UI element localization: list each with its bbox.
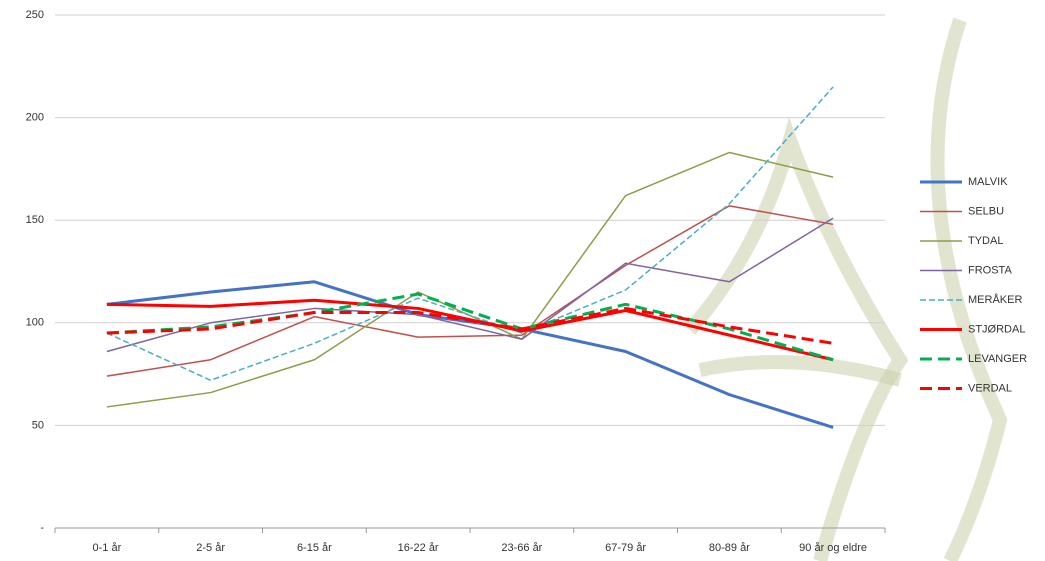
legend-label: VERDAL xyxy=(968,382,1012,394)
legend-label: TYDAL xyxy=(968,235,1003,247)
x-tick-label: 16-22 år xyxy=(398,542,439,554)
background-decoration xyxy=(684,17,1008,561)
legend-label: STJØRDAL xyxy=(968,323,1025,335)
x-tick-label: 0-1 år xyxy=(93,542,122,554)
series-line xyxy=(106,298,834,362)
y-tick-label: - xyxy=(40,522,44,534)
x-tick-label: 6-15 år xyxy=(297,542,332,554)
y-tick-label: 50 xyxy=(32,419,44,431)
y-tick-label: 100 xyxy=(26,317,44,329)
y-tick-label: 250 xyxy=(26,9,44,21)
x-tick-label: 2-5 år xyxy=(196,542,225,554)
series-line xyxy=(106,292,834,362)
series-line xyxy=(106,306,834,345)
series-line xyxy=(106,205,834,377)
x-tick-label: 23-66 år xyxy=(501,542,542,554)
legend-label: MALVIK xyxy=(968,176,1008,188)
series-line xyxy=(106,280,834,429)
y-tick-label: 200 xyxy=(26,112,44,124)
series-line xyxy=(106,217,834,353)
series-line xyxy=(106,86,834,382)
legend-label: MERÅKER xyxy=(968,293,1022,306)
x-tick-label: 80-89 år xyxy=(709,542,750,554)
x-tick-label: 90 år og eldre xyxy=(799,542,867,554)
legend-label: FROSTA xyxy=(968,264,1012,276)
legend-label: LEVANGER xyxy=(968,353,1027,365)
y-tick-label: 150 xyxy=(26,214,44,226)
legend-label: SELBU xyxy=(968,205,1004,217)
x-tick-label: 67-79 år xyxy=(605,542,646,554)
